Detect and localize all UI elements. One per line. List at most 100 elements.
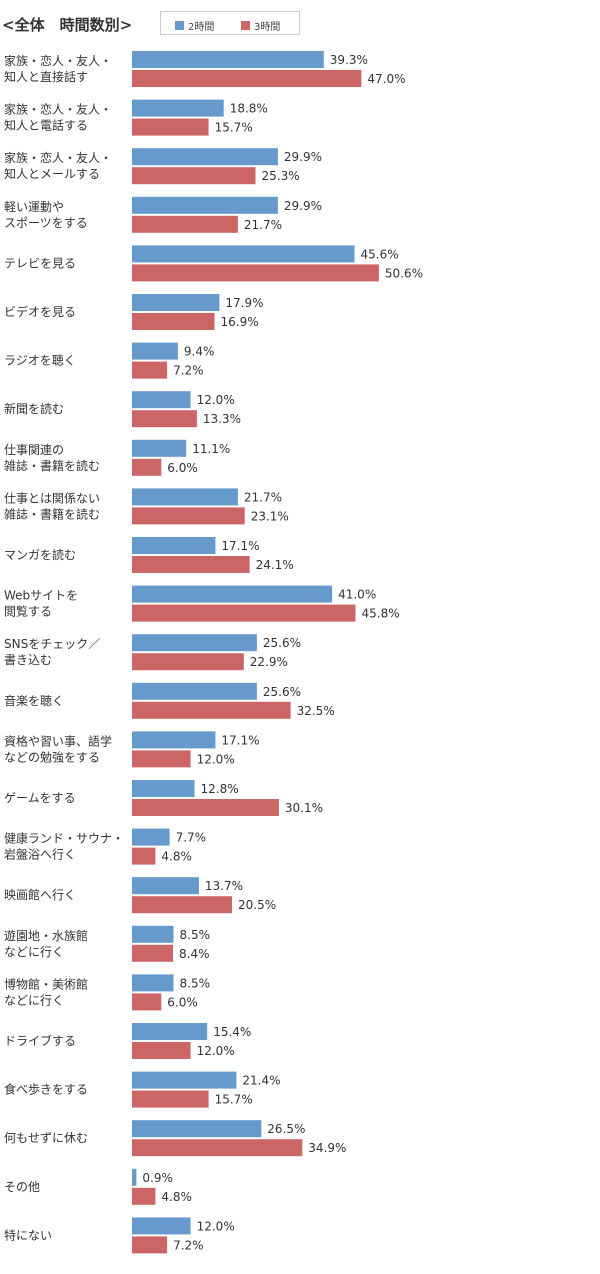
- bar-series-2: [132, 361, 168, 379]
- data-label-series-1: 11.1%: [192, 442, 230, 456]
- data-label-series-1: 0.9%: [142, 1171, 173, 1185]
- data-label-series-1: 9.4%: [184, 345, 215, 359]
- data-label-series-1: 17.1%: [221, 733, 259, 747]
- category-label: 雑誌・書籍を読む: [4, 506, 100, 521]
- bar-series-1: [132, 634, 257, 652]
- data-label-series-1: 12.8%: [201, 782, 239, 796]
- bar-series-2: [132, 1090, 209, 1108]
- bar-series-2: [132, 458, 162, 476]
- category-label: ドライブする: [4, 1033, 76, 1048]
- data-label-series-2: 30.1%: [285, 801, 323, 815]
- bar-series-2: [132, 1042, 191, 1059]
- data-label-series-2: 47.0%: [367, 72, 405, 86]
- legend-label-series-2: 3時間: [254, 22, 281, 33]
- bar-series-2: [132, 507, 245, 525]
- bar-series-1: [132, 294, 220, 311]
- data-label-series-1: 13.7%: [205, 879, 243, 893]
- bar-series-1: [132, 1023, 208, 1040]
- category-label: などに行く: [4, 945, 64, 959]
- bar-series-1: [132, 877, 199, 895]
- data-label-series-2: 13.3%: [203, 412, 241, 426]
- category-label: 何もせずに休む: [4, 1131, 88, 1145]
- legend-swatch-series-2: [241, 21, 250, 30]
- category-label: ラジオを聴く: [4, 354, 76, 368]
- data-label-series-1: 41.0%: [338, 588, 376, 602]
- category-label: 知人と電話する: [4, 118, 88, 133]
- category-label: 岩盤浴へ行く: [4, 847, 76, 862]
- bar-series-2: [132, 799, 279, 816]
- category-label: 書き込む: [4, 653, 52, 667]
- data-label-series-1: 17.9%: [225, 296, 263, 310]
- bar-series-2: [132, 118, 209, 136]
- bar-series-2: [132, 410, 197, 428]
- data-label-series-2: 7.2%: [173, 364, 204, 378]
- bar-series-2: [132, 1236, 168, 1254]
- bar-series-2: [132, 1187, 156, 1205]
- category-label: 家族・恋人・友人・: [4, 150, 112, 165]
- category-label: 健康ランド・サウナ・: [4, 831, 124, 846]
- data-label-series-2: 15.7%: [215, 1093, 253, 1107]
- bar-series-2: [132, 896, 232, 914]
- data-label-series-2: 8.4%: [179, 947, 210, 961]
- bar-series-2: [132, 264, 379, 282]
- data-label-series-2: 12.0%: [197, 752, 235, 766]
- data-label-series-2: 25.3%: [262, 169, 300, 183]
- chart-legend: 2時間 3時間: [160, 11, 300, 35]
- data-label-series-2: 23.1%: [251, 509, 289, 523]
- data-label-series-1: 8.5%: [180, 976, 211, 990]
- bar-series-1: [132, 1071, 237, 1089]
- data-label-series-1: 7.7%: [176, 831, 207, 845]
- category-label: 閲覧する: [4, 605, 52, 619]
- bar-series-2: [132, 215, 238, 233]
- category-label: テレビを見る: [4, 256, 76, 270]
- category-label: などに行く: [4, 993, 64, 1007]
- legend-item-series-1: 2時間: [175, 18, 214, 33]
- data-label-series-1: 8.5%: [180, 928, 211, 942]
- category-label: スポーツをする: [4, 216, 88, 230]
- data-label-series-1: 18.8%: [230, 102, 268, 116]
- bar-series-1: [132, 342, 178, 360]
- category-label: SNSをチェック／: [4, 637, 100, 651]
- category-label: ビデオを見る: [4, 304, 76, 319]
- data-label-series-1: 29.9%: [284, 150, 322, 164]
- category-label: 知人とメールする: [4, 167, 100, 181]
- bar-series-2: [132, 847, 156, 865]
- bar-series-1: [132, 780, 195, 797]
- bar-series-2: [132, 944, 173, 962]
- data-label-series-2: 7.2%: [173, 1238, 204, 1252]
- data-label-series-1: 29.9%: [284, 199, 322, 213]
- bar-series-1: [132, 196, 278, 214]
- category-label: 博物館・美術館: [4, 976, 88, 991]
- bar-series-1: [132, 51, 324, 68]
- category-label: 新聞を読む: [4, 401, 64, 416]
- legend-swatch-series-1: [175, 21, 184, 30]
- category-label: Webサイトを: [4, 589, 78, 603]
- bar-series-1: [132, 1217, 191, 1235]
- bar-series-1: [132, 245, 355, 263]
- bar-series-1: [132, 391, 191, 409]
- bar-series-1: [132, 585, 333, 603]
- category-label: 遊園地・水族館: [4, 928, 88, 943]
- bar-series-2: [132, 1139, 303, 1157]
- data-label-series-1: 17.1%: [221, 539, 259, 553]
- data-label-series-2: 24.1%: [256, 558, 294, 572]
- data-label-series-1: 12.0%: [197, 393, 235, 407]
- bar-series-1: [132, 1168, 137, 1186]
- bar-series-2: [132, 701, 291, 719]
- data-label-series-2: 32.5%: [297, 704, 335, 718]
- data-label-series-2: 15.7%: [215, 121, 253, 135]
- bar-series-2: [132, 604, 356, 622]
- data-label-series-2: 45.8%: [362, 607, 400, 621]
- category-label: 知人と直接話す: [4, 69, 88, 84]
- category-label: 仕事関連の: [4, 443, 64, 457]
- data-label-series-1: 45.6%: [361, 247, 399, 261]
- bar-series-1: [132, 731, 216, 749]
- bar-series-1: [132, 439, 187, 457]
- category-label: マンガを読む: [4, 547, 76, 562]
- data-label-series-2: 6.0%: [167, 461, 198, 475]
- data-label-series-2: 16.9%: [221, 315, 259, 329]
- category-label: 食べ歩きをする: [4, 1082, 88, 1097]
- legend-item-series-2: 3時間: [241, 18, 280, 33]
- chart-title: <全体 時間数別>: [2, 16, 133, 34]
- data-label-series-2: 34.9%: [308, 1141, 346, 1155]
